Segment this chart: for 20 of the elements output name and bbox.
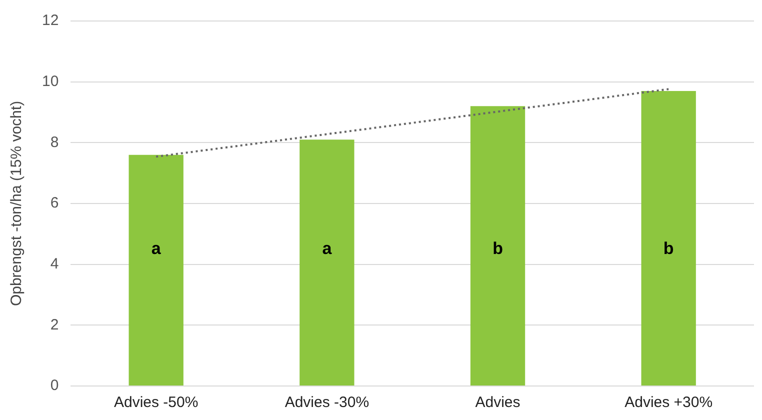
y-tick-label: 0: [50, 377, 59, 394]
y-axis-title: Opbrengst -ton/ha (15% vocht): [8, 100, 26, 306]
annotation: a: [151, 238, 162, 258]
bar: [641, 90, 696, 386]
y-tick-label: 8: [50, 134, 59, 151]
bar: [470, 106, 526, 386]
y-tick-label: 6: [50, 194, 59, 212]
y-tick-label: 2: [50, 316, 59, 334]
x-tick-label: Advies -50%: [114, 394, 198, 412]
annotation: b: [492, 238, 503, 258]
y-tick-label: 10: [42, 72, 59, 90]
y-tick-label: 4: [50, 255, 59, 272]
annotation: b: [663, 238, 674, 258]
annotation: a: [322, 238, 332, 258]
x-tick-label: Advies -30%: [284, 394, 370, 412]
bar: [300, 140, 354, 386]
bar: [128, 154, 184, 386]
y-tick-label: 12: [42, 12, 59, 30]
x-tick-label: Advies: [475, 394, 520, 412]
x-tick-label: Advies +30%: [624, 394, 713, 412]
